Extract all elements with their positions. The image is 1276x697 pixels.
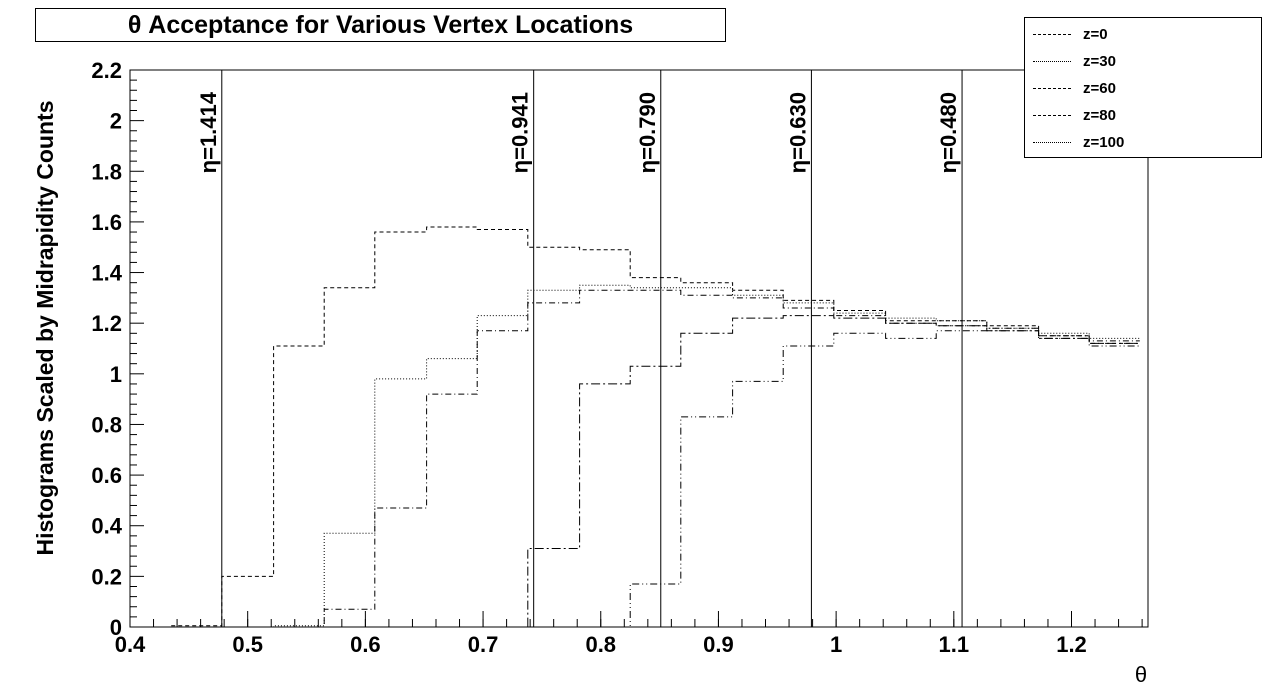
y-tick-label: 2.2 <box>91 58 122 83</box>
x-tick-label: 0.5 <box>232 632 263 657</box>
x-tick-label: 0.6 <box>350 632 381 657</box>
y-tick-label: 1.2 <box>91 311 122 336</box>
x-axis-label: θ <box>1135 662 1147 687</box>
histogram-series-layer <box>171 226 1140 628</box>
series-line-z-80 <box>171 315 1140 628</box>
x-tick-label: 0.7 <box>468 632 499 657</box>
series-line-z-60 <box>171 289 1140 628</box>
legend-entry: z=60 <box>1025 78 1261 100</box>
series-line-z-100 <box>171 330 1140 628</box>
plot-frame-layer <box>129 69 1149 628</box>
x-tick-label: 0.8 <box>585 632 616 657</box>
x-tick-label: 1.2 <box>1056 632 1087 657</box>
eta-marker-layer: η=1.414 η=0.941 η=0.790 η=0.630 η=0.480 <box>196 70 963 627</box>
legend-label: z=30 <box>1083 53 1116 70</box>
chart-legend: z=0 z=30 z=60 z=80 z=100 <box>1024 17 1262 158</box>
series-line-z-0 <box>171 226 1140 627</box>
x-axis-ticks: 0.4 0.5 0.6 0.7 0.8 0.9 1 1.1 1.2 <box>115 611 1143 657</box>
chart-title: θ Acceptance for Various Vertex Location… <box>35 8 726 42</box>
legend-entry: z=80 <box>1025 105 1261 127</box>
y-axis-ticks: 0 0.2 0.4 0.6 0.8 1 1.2 1.4 1.6 1.8 2 2.2 <box>91 58 144 640</box>
legend-label: z=100 <box>1083 134 1125 151</box>
y-tick-label: 1.4 <box>91 261 122 286</box>
x-tick-label: 0.9 <box>703 632 734 657</box>
x-tick-label: 0.4 <box>115 632 146 657</box>
y-tick-label: 1 <box>110 362 122 387</box>
y-tick-label: 0.8 <box>91 412 122 437</box>
y-tick-label: 1.8 <box>91 159 122 184</box>
y-tick-label: 2 <box>110 109 122 134</box>
legend-line-swatch <box>1033 115 1071 116</box>
y-axis-label: Histograms Scaled by Midrapidity Counts <box>32 101 58 556</box>
y-tick-label: 0 <box>110 615 122 640</box>
x-tick-label: 1 <box>830 632 842 657</box>
legend-label: z=80 <box>1083 107 1116 124</box>
series-line-z-30 <box>171 284 1140 628</box>
eta-marker-label: η=0.790 <box>635 92 660 173</box>
legend-label: z=60 <box>1083 80 1116 97</box>
legend-line-swatch <box>1033 34 1071 35</box>
eta-marker-label: η=1.414 <box>196 91 221 173</box>
legend-line-swatch <box>1033 88 1071 89</box>
y-tick-label: 1.6 <box>91 210 122 235</box>
legend-entry: z=0 <box>1025 24 1261 46</box>
legend-line-swatch <box>1033 61 1071 62</box>
legend-line-swatch <box>1033 142 1071 143</box>
eta-marker-label: η=0.480 <box>936 92 961 173</box>
eta-marker-label: η=0.941 <box>508 92 533 173</box>
eta-marker-label: η=0.630 <box>785 92 810 173</box>
y-tick-label: 0.4 <box>91 514 122 539</box>
legend-entry: z=30 <box>1025 51 1261 73</box>
y-tick-label: 0.2 <box>91 564 122 589</box>
x-tick-label: 1.1 <box>939 632 970 657</box>
y-tick-label: 0.6 <box>91 463 122 488</box>
legend-entry: z=100 <box>1025 132 1261 154</box>
plot-area-frame <box>129 69 1149 628</box>
legend-label: z=0 <box>1083 26 1108 43</box>
